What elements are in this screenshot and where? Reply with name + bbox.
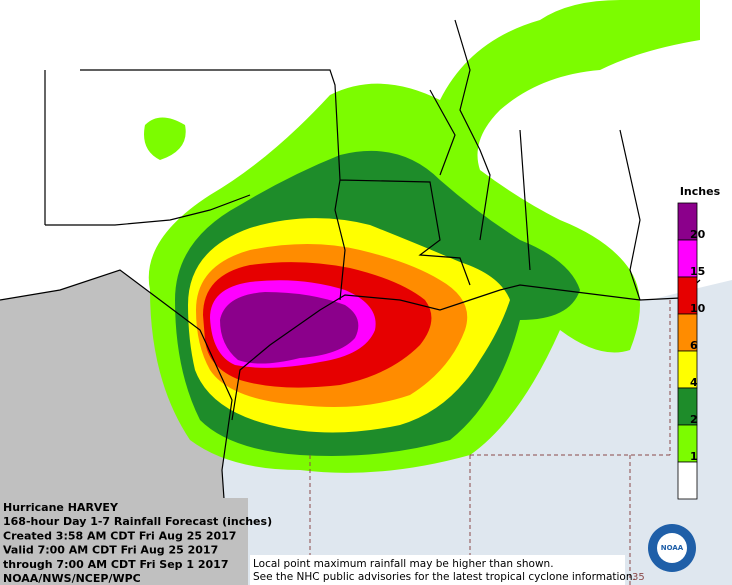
legend-label: 4 xyxy=(690,376,698,389)
noaa-logo-inner xyxy=(657,533,687,563)
grid-label: 35 xyxy=(632,572,645,583)
legend-label: 20 xyxy=(690,228,706,241)
rain-20 xyxy=(220,292,359,364)
coastline xyxy=(231,279,701,421)
logo-text: NOAA xyxy=(661,544,684,552)
header-line: through 7:00 AM CDT Fri Sep 1 2017 xyxy=(3,558,228,571)
header-line: Hurricane HARVEY xyxy=(3,501,119,514)
grid-lines xyxy=(309,300,671,585)
header-box xyxy=(0,498,248,585)
header-line: Created 3:58 AM CDT Fri Aug 25 2017 xyxy=(3,529,236,542)
legend-label: 10 xyxy=(690,302,706,315)
country-border xyxy=(0,269,233,585)
rain-1 xyxy=(144,117,186,160)
legend-title: Inches xyxy=(680,185,721,198)
legend-label: 2 xyxy=(690,413,698,426)
notice-line: See the NHC public advisories for the la… xyxy=(253,571,636,583)
notice-box xyxy=(250,555,625,585)
state-borders xyxy=(44,19,641,301)
legend-label: 6 xyxy=(690,339,698,352)
notice: Local point maximum rainfall may be high… xyxy=(253,558,636,583)
header-line: Valid 7:00 AM CDT Fri Aug 25 2017 xyxy=(3,544,218,557)
legend: Inches 20 15 10 6 4 2 1 xyxy=(677,185,721,500)
header-line: NOAA/NWS/NCEP/WPC xyxy=(3,572,141,585)
notice-line: Local point maximum rainfall may be high… xyxy=(253,558,554,570)
legend-swatch xyxy=(677,461,698,500)
legend-label: 15 xyxy=(690,265,705,278)
legend-label: 1 xyxy=(690,450,698,463)
header-line: 168-hour Day 1-7 Rainfall Forecast (inch… xyxy=(3,515,272,528)
